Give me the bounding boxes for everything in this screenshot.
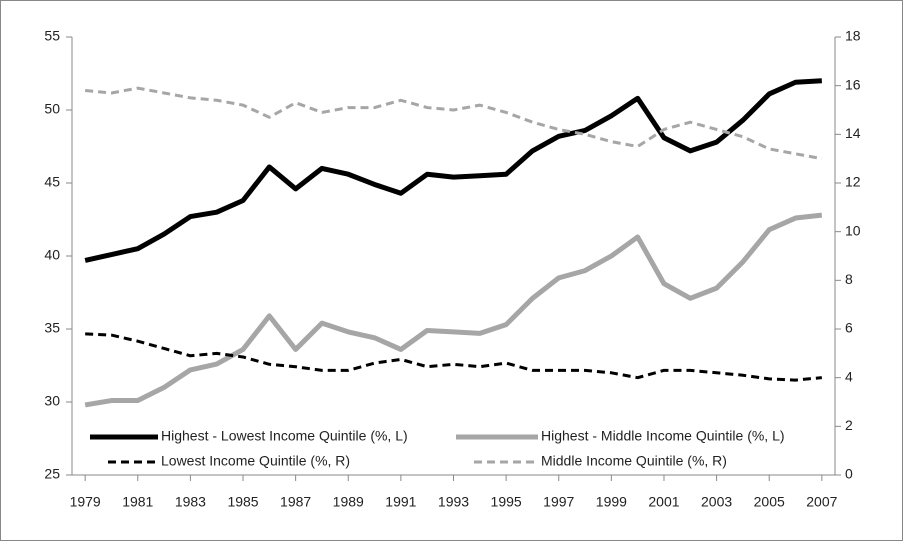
x-tick-label: 1997 — [543, 494, 574, 510]
y2-tick-label: 0 — [845, 466, 853, 482]
legend-label: Highest - Lowest Income Quintile (%, L) — [161, 428, 408, 444]
x-tick-label: 2005 — [754, 494, 785, 510]
y2-tick-label: 14 — [845, 125, 861, 141]
y2-tick-label: 12 — [845, 174, 861, 190]
x-tick-label: 1979 — [70, 494, 101, 510]
y2-tick-label: 16 — [845, 76, 861, 92]
x-tick-label: 2001 — [648, 494, 679, 510]
series-line — [84, 78, 822, 263]
legend-label: Lowest Income Quintile (%, R) — [161, 453, 350, 469]
series-line — [84, 212, 823, 408]
y-tick-label: 50 — [44, 101, 60, 117]
y2-tick-label: 10 — [845, 222, 861, 238]
x-tick-label: 1991 — [385, 494, 416, 510]
x-tick-label: 1981 — [122, 494, 153, 510]
y2-tick-label: 2 — [845, 417, 853, 433]
x-tick-label: 1987 — [280, 494, 311, 510]
y-tick-label: 30 — [44, 393, 60, 409]
x-tick-label: 2003 — [701, 494, 732, 510]
y-tick-label: 25 — [44, 466, 60, 482]
y-tick-label: 40 — [44, 247, 60, 263]
x-tick-label: 1995 — [491, 494, 522, 510]
x-tick-label: 1989 — [333, 494, 364, 510]
y-tick-label: 55 — [44, 28, 60, 44]
x-tick-label: 1999 — [596, 494, 627, 510]
x-tick-label: 1985 — [227, 494, 258, 510]
legend-label: Middle Income Quintile (%, R) — [541, 453, 727, 469]
x-tick-label: 1993 — [438, 494, 469, 510]
y2-tick-label: 6 — [845, 320, 853, 336]
x-tick-label: 1983 — [175, 494, 206, 510]
y-tick-label: 45 — [44, 174, 60, 190]
x-tick-label: 2007 — [806, 494, 837, 510]
y2-tick-label: 8 — [845, 271, 853, 287]
y-tick-label: 35 — [44, 320, 60, 336]
series-line — [85, 86, 823, 161]
y2-tick-label: 18 — [845, 28, 861, 44]
legend-label: Highest - Middle Income Quintile (%, L) — [541, 428, 785, 444]
y2-tick-label: 4 — [845, 368, 853, 384]
